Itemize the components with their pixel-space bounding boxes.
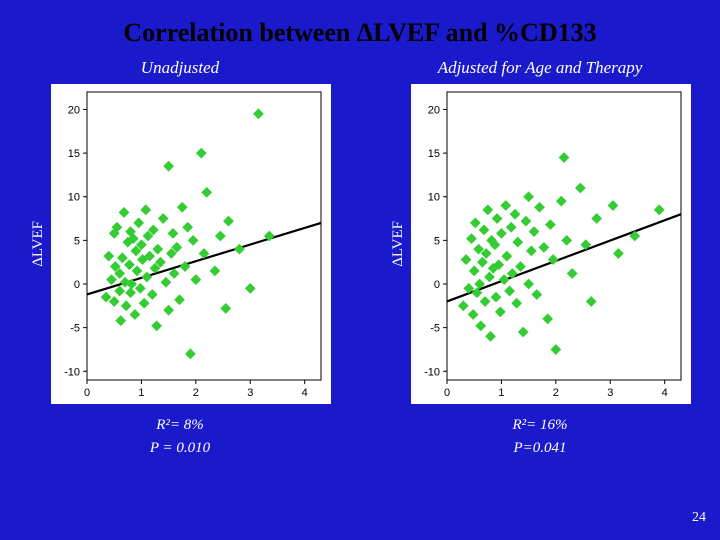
- svg-text:3: 3: [607, 387, 613, 399]
- panel-subtitle-right: Adjusted for Age and Therapy: [438, 58, 643, 78]
- svg-text:-10: -10: [64, 366, 80, 378]
- svg-text:15: 15: [427, 148, 439, 160]
- stats-right: R²= 16% P=0.041: [512, 414, 567, 459]
- svg-text:20: 20: [67, 104, 79, 116]
- svg-text:1: 1: [498, 387, 504, 399]
- svg-text:10: 10: [67, 192, 79, 204]
- slide-number: 24: [692, 510, 706, 526]
- r2-left: R²= 8%: [150, 414, 210, 437]
- stats-left: R²= 8% P = 0.010: [150, 414, 210, 459]
- svg-text:-5: -5: [430, 323, 440, 335]
- svg-text:4: 4: [661, 387, 667, 399]
- svg-text:2: 2: [192, 387, 198, 399]
- svg-text:10: 10: [427, 192, 439, 204]
- page-title: Correlation between ΔLVEF and %CD133: [0, 0, 720, 48]
- scatter-chart-left: -10 -5 0 5 10 15 20 0 1 2 3 4: [51, 84, 331, 404]
- svg-text:2: 2: [552, 387, 558, 399]
- svg-text:0: 0: [433, 279, 439, 291]
- svg-text:-5: -5: [70, 323, 80, 335]
- ylabel-left: ΔLVEF: [30, 221, 47, 267]
- svg-text:4: 4: [301, 387, 307, 399]
- panel-subtitle-left: Unadjusted: [141, 58, 219, 78]
- svg-text:0: 0: [83, 387, 89, 399]
- svg-text:3: 3: [247, 387, 253, 399]
- svg-text:0: 0: [73, 279, 79, 291]
- svg-text:20: 20: [427, 104, 439, 116]
- chart-wrap-right: ΔLVEF -10 -5 0 5 10 15 20 0 1 2 3 4: [390, 84, 691, 404]
- chart-wrap-left: ΔLVEF -10 -5 0 5 10 15 20 0 1 2 3 4: [30, 84, 331, 404]
- scatter-chart-right: -10 -5 0 5 10 15 20 0 1 2 3 4: [411, 84, 691, 404]
- svg-text:15: 15: [67, 148, 79, 160]
- r2-right: R²= 16%: [512, 414, 567, 437]
- charts-container: Unadjusted ΔLVEF -10-50510152001234 R²= …: [0, 58, 720, 459]
- ylabel-right: ΔLVEF: [390, 221, 407, 267]
- p-left: P = 0.010: [150, 437, 210, 460]
- svg-text:1: 1: [138, 387, 144, 399]
- svg-text:-10: -10: [424, 366, 440, 378]
- svg-text:5: 5: [433, 235, 439, 247]
- svg-text:0: 0: [443, 387, 449, 399]
- panel-adjusted: Adjusted for Age and Therapy ΔLVEF -10 -5…: [390, 58, 691, 459]
- svg-text:5: 5: [73, 235, 79, 247]
- p-right: P=0.041: [512, 437, 567, 460]
- panel-unadjusted: Unadjusted ΔLVEF -10 -5 0 5 10 15 20 0 1 2 3 4 R²= …: [30, 58, 331, 459]
